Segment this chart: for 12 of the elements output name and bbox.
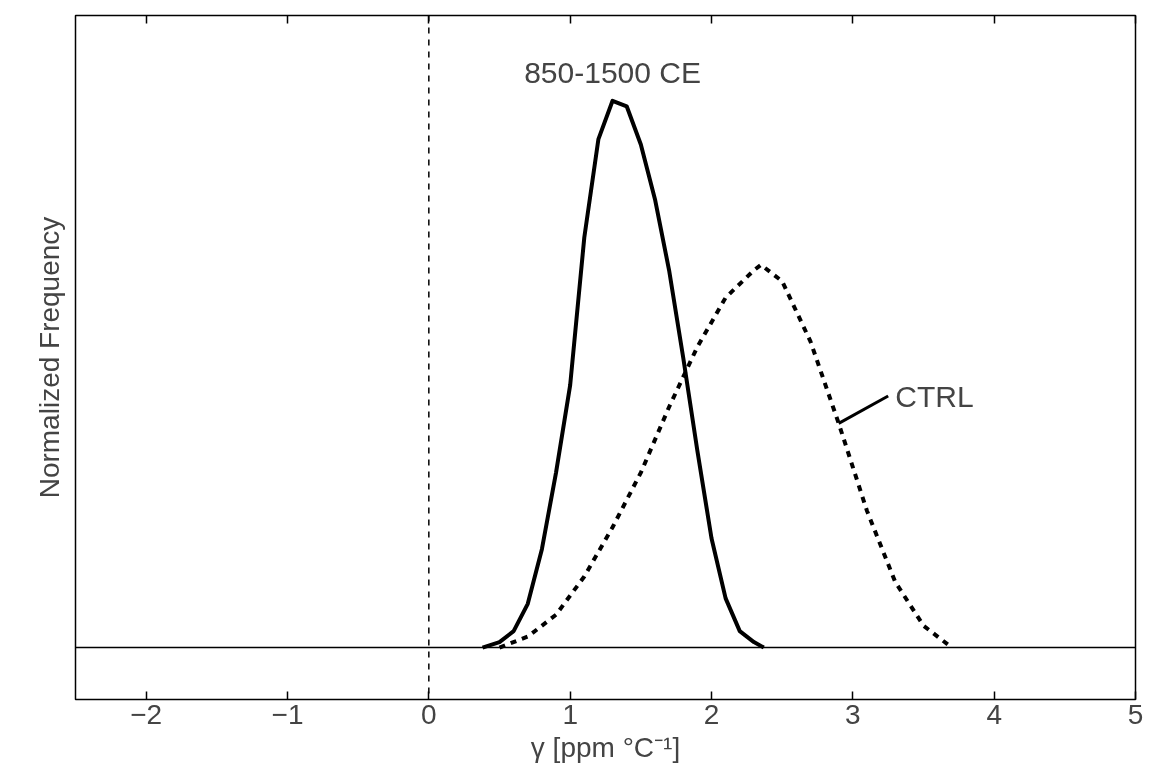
x-tick-label: 0	[421, 698, 437, 730]
x-tick-label: 2	[703, 698, 720, 730]
annotation: CTRL	[895, 379, 974, 413]
x-axis-title: γ [ppm °C⁻¹]	[530, 731, 681, 763]
x-tick-label: 5	[1127, 698, 1144, 730]
x-tick-label: 1	[562, 698, 578, 730]
annotation: 850-1500 CE	[524, 55, 701, 89]
x-tick-label: −2	[130, 698, 163, 730]
y-axis-title: Normalized Frequency	[33, 216, 65, 499]
x-tick-label: 4	[986, 698, 1002, 730]
x-tick-label: 3	[845, 698, 861, 730]
x-tick-label: −1	[271, 698, 304, 730]
